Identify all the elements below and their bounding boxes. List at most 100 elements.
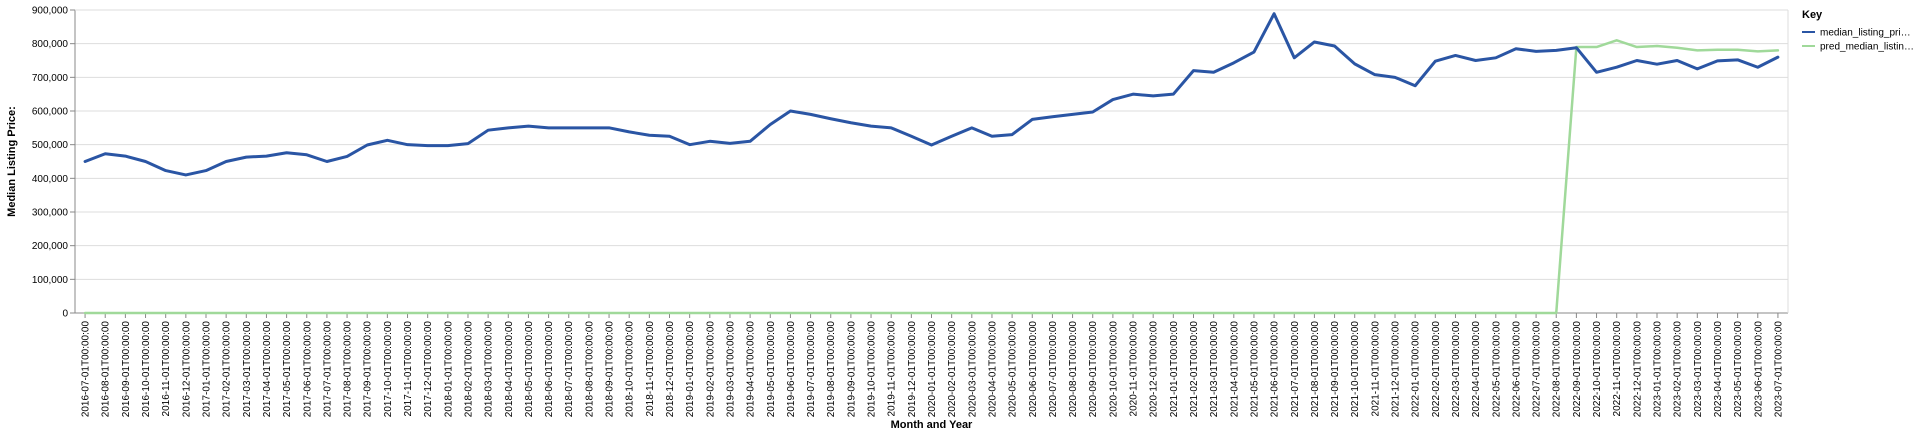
x-tick-label: 2017-09-01T00:00:00 [363, 321, 374, 418]
x-tick-label: 2023-05-01T00:00:00 [1733, 321, 1744, 418]
x-tick-label: 2020-03-01T00:00:00 [967, 321, 978, 418]
y-tick-label: 100,000 [32, 275, 69, 286]
x-tick-label: 2018-11-01T00:00:00 [645, 321, 656, 417]
series-line-median-listing-pri [83, 12, 1780, 177]
x-tick-label: 2021-02-01T00:00:00 [1189, 321, 1200, 418]
y-tick-label: 500,000 [32, 140, 69, 151]
x-tick-label: 2016-12-01T00:00:00 [181, 321, 192, 418]
x-tick-label: 2023-07-01T00:00:00 [1773, 321, 1784, 418]
x-tick-label: 2022-01-01T00:00:00 [1411, 321, 1422, 418]
x-tick-label: 2019-09-01T00:00:00 [846, 321, 857, 418]
x-tick-label: 2018-02-01T00:00:00 [463, 321, 474, 418]
x-tick-label: 2022-07-01T00:00:00 [1532, 321, 1543, 418]
legend-label: median_listing_pri… [1820, 28, 1911, 39]
x-tick-label: 2022-04-01T00:00:00 [1471, 321, 1482, 418]
x-tick-label: 2016-07-01T00:00:00 [81, 321, 92, 418]
x-tick-label: 2019-12-01T00:00:00 [907, 321, 918, 418]
x-tick-label: 2018-01-01T00:00:00 [443, 321, 454, 418]
x-tick-label: 2019-10-01T00:00:00 [867, 321, 878, 418]
x-tick-label: 2019-05-01T00:00:00 [766, 321, 777, 418]
x-tick-label: 2021-04-01T00:00:00 [1229, 321, 1240, 418]
x-tick-label: 2022-09-01T00:00:00 [1572, 321, 1583, 418]
x-tick-label: 2017-11-01T00:00:00 [403, 321, 414, 417]
x-tick-label: 2017-12-01T00:00:00 [423, 321, 434, 418]
x-tick-label: 2016-10-01T00:00:00 [141, 321, 152, 418]
x-tick-label: 2019-06-01T00:00:00 [786, 321, 797, 418]
y-tick-label: 800,000 [32, 39, 69, 50]
x-tick-label: 2020-09-01T00:00:00 [1088, 321, 1099, 418]
x-tick-label: 2016-09-01T00:00:00 [121, 321, 132, 418]
x-tick-label: 2018-08-01T00:00:00 [584, 321, 595, 418]
x-tick-label: 2021-01-01T00:00:00 [1169, 321, 1180, 418]
x-tick-label: 2023-04-01T00:00:00 [1713, 321, 1724, 418]
y-tick-label: 900,000 [32, 6, 69, 17]
x-tick-label: 2021-10-01T00:00:00 [1350, 321, 1361, 418]
x-tick-label: 2020-04-01T00:00:00 [987, 321, 998, 418]
x-tick-label: 2019-01-01T00:00:00 [685, 321, 696, 418]
y-tick-label: 300,000 [32, 208, 69, 219]
x-tick-label: 2017-02-01T00:00:00 [222, 321, 233, 418]
y-tick-label: 400,000 [32, 174, 69, 185]
x-tick-label: 2023-01-01T00:00:00 [1653, 321, 1664, 418]
x-tick-label: 2020-05-01T00:00:00 [1008, 321, 1019, 418]
legend-title: Key [1802, 9, 1823, 21]
x-tick-label: 2017-07-01T00:00:00 [322, 321, 333, 418]
x-tick-label: 2020-01-01T00:00:00 [927, 321, 938, 418]
x-tick-label: 2019-07-01T00:00:00 [806, 321, 817, 418]
x-tick-label: 2017-04-01T00:00:00 [262, 321, 273, 418]
x-tick-label: 2021-03-01T00:00:00 [1209, 321, 1220, 418]
x-tick-label: 2021-07-01T00:00:00 [1290, 321, 1301, 418]
x-tick-label: 2018-04-01T00:00:00 [504, 321, 515, 418]
x-tick-label: 2021-09-01T00:00:00 [1330, 321, 1341, 418]
x-tick-label: 2019-11-01T00:00:00 [887, 321, 898, 417]
legend: Key median_listing_pri… pred_median_listi… [1802, 9, 1914, 53]
x-tick-label: 2018-07-01T00:00:00 [564, 321, 575, 418]
x-tick-label: 2022-11-01T00:00:00 [1612, 321, 1623, 417]
x-tick-label: 2020-06-01T00:00:00 [1028, 321, 1039, 418]
x-tick-label: 2019-02-01T00:00:00 [705, 321, 716, 418]
x-tick-label: 2017-06-01T00:00:00 [302, 321, 313, 418]
x-tick-label: 2023-06-01T00:00:00 [1753, 321, 1764, 418]
x-tick-label: 2022-10-01T00:00:00 [1592, 321, 1603, 418]
x-tick-label: 2021-12-01T00:00:00 [1391, 321, 1402, 418]
x-tick-label: 2020-10-01T00:00:00 [1108, 321, 1119, 418]
x-tick-label: 2020-02-01T00:00:00 [947, 321, 958, 418]
x-tick-label: 2017-10-01T00:00:00 [383, 321, 394, 418]
x-tick-label: 2022-02-01T00:00:00 [1431, 321, 1442, 418]
x-tick-label: 2018-12-01T00:00:00 [665, 321, 676, 418]
x-tick-label: 2022-06-01T00:00:00 [1511, 321, 1522, 418]
x-tick-label: 2018-09-01T00:00:00 [605, 321, 616, 418]
x-axis-title: Month and Year [891, 419, 973, 431]
x-tick-label: 2017-05-01T00:00:00 [282, 321, 293, 418]
x-axis-ticks: 2016-07-01T00:00:00 2016-08-01T00:00:00 20… [81, 313, 1784, 418]
x-tick-label: 2020-11-01T00:00:00 [1129, 321, 1140, 417]
y-tick-label: 600,000 [32, 107, 69, 118]
x-tick-label: 2017-08-01T00:00:00 [343, 321, 354, 418]
x-tick-label: 2022-03-01T00:00:00 [1451, 321, 1462, 418]
x-tick-label: 2018-05-01T00:00:00 [524, 321, 535, 418]
y-tick-label: 0 [62, 309, 68, 320]
x-tick-label: 2018-10-01T00:00:00 [625, 321, 636, 418]
x-tick-label: 2020-12-01T00:00:00 [1149, 321, 1160, 418]
x-tick-label: 2016-11-01T00:00:00 [161, 321, 172, 417]
x-tick-label: 2023-03-01T00:00:00 [1693, 321, 1704, 418]
x-tick-label: 2022-05-01T00:00:00 [1491, 321, 1502, 418]
x-tick-label: 2021-08-01T00:00:00 [1310, 321, 1321, 418]
x-tick-label: 2020-07-01T00:00:00 [1048, 321, 1059, 418]
x-tick-label: 2020-08-01T00:00:00 [1068, 321, 1079, 418]
series-line-pred-median-listin [83, 39, 1780, 315]
x-tick-label: 2017-03-01T00:00:00 [242, 321, 253, 418]
x-tick-label: 2021-11-01T00:00:00 [1370, 321, 1381, 417]
x-tick-label: 2019-04-01T00:00:00 [746, 321, 757, 418]
x-tick-label: 2021-06-01T00:00:00 [1270, 321, 1281, 418]
legend-label: pred_median_listin… [1820, 42, 1914, 53]
x-tick-label: 2022-12-01T00:00:00 [1632, 321, 1643, 418]
series-lines [83, 12, 1780, 315]
x-tick-label: 2018-06-01T00:00:00 [544, 321, 555, 418]
y-axis-title: Median Listing Price: [6, 106, 18, 217]
x-tick-label: 2018-03-01T00:00:00 [484, 321, 495, 418]
x-tick-label: 2021-05-01T00:00:00 [1249, 321, 1260, 418]
x-tick-label: 2016-08-01T00:00:00 [101, 321, 112, 418]
